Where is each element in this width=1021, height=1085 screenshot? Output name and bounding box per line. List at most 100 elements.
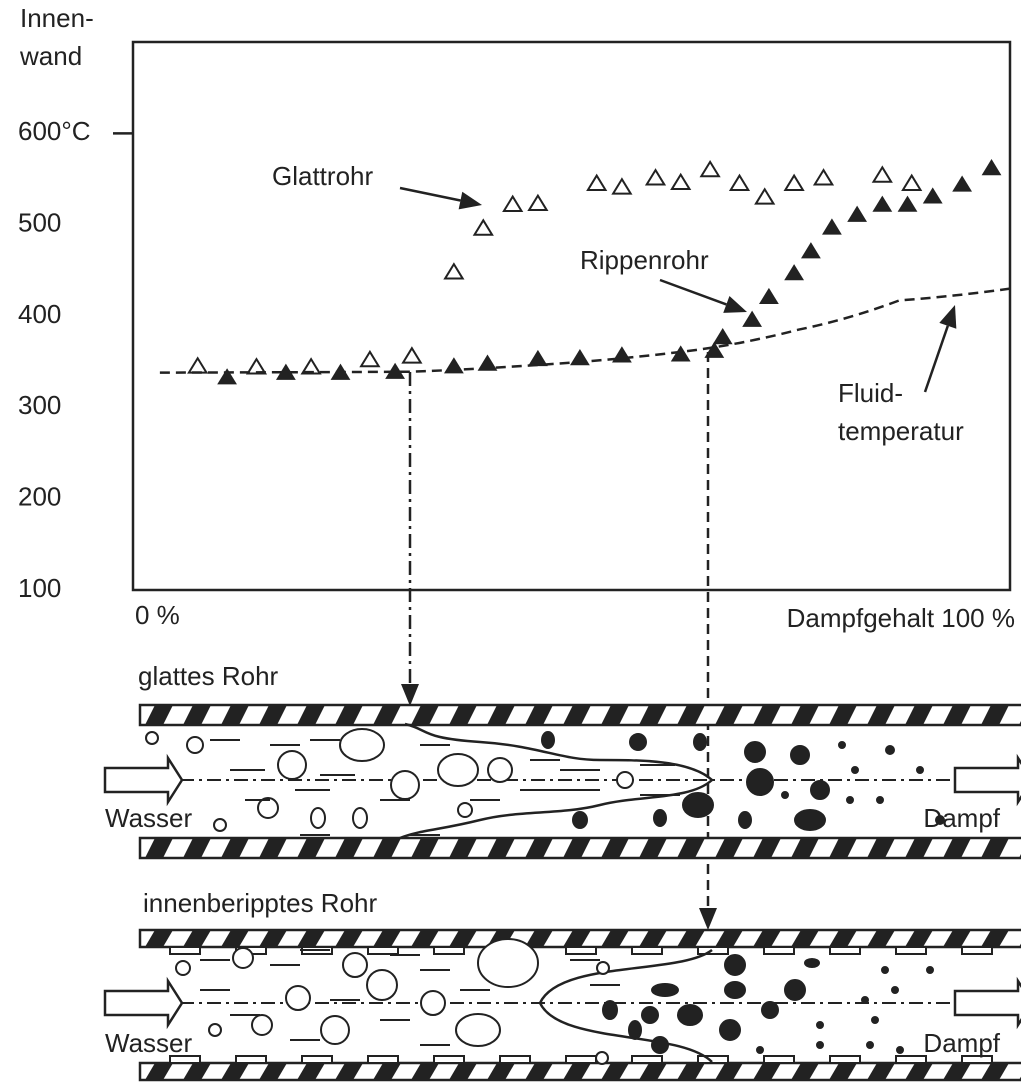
data-point [759,287,779,305]
droplet [541,731,555,749]
droplet [896,1046,904,1054]
wall-hatch [525,930,553,947]
wall-hatch [335,838,363,858]
wall-hatch [829,930,857,947]
wall-hatch [411,838,439,858]
arrow-head [458,191,482,210]
y-tick-label: 400 [18,299,61,329]
data-point [586,173,608,191]
wall-hatch [753,838,781,858]
bubble [366,969,398,1001]
droplet [572,811,588,829]
droplet [838,741,846,749]
bubble [175,960,191,976]
data-point [742,310,763,327]
rib [565,1055,597,1064]
droplet [628,1020,642,1040]
droplet [629,733,647,751]
droplet [790,745,810,765]
data-point [754,187,776,205]
wall-hatch [411,1063,439,1080]
bubble [310,807,326,829]
wall-hatch [639,838,667,858]
flow-arrow [953,753,1021,807]
wall-hatch [449,705,477,725]
wall-hatch [145,705,173,725]
wall-hatch [563,705,591,725]
droplet [881,966,889,974]
wall-hatch [677,1063,705,1080]
rib [235,1055,267,1064]
y-tick-label: 600°C [18,116,91,146]
series-label: temperatur [838,416,964,446]
wall-hatch [221,705,249,725]
x-label: Dampfgehalt 100 % [787,603,1015,633]
rib [631,946,663,955]
data-point [981,159,1002,176]
y-tick-label: 200 [18,482,61,512]
droplet [651,1036,669,1054]
outlet-label: Dampf [923,1028,1000,1058]
bubble [277,750,307,780]
arrow-line [659,278,727,306]
data-point [901,173,923,191]
bubble [457,802,473,818]
droplet [784,979,806,1001]
diagram-title: innenberipptes Rohr [143,888,377,918]
wall-hatch [373,705,401,725]
droplet [810,780,830,800]
wall-hatch [829,1063,857,1080]
wall-hatch [677,705,705,725]
data-point [822,218,842,235]
droplet [861,996,869,1004]
droplet [916,766,924,774]
wall-hatch [639,705,667,725]
liquid-boundary [399,722,714,840]
bubble [186,736,204,754]
wall-hatch [677,930,705,947]
wall-hatch [449,1063,477,1080]
droplet [885,745,895,755]
wall-hatch [639,930,667,947]
wall-hatch [373,1063,401,1080]
data-point [527,193,549,212]
wall-hatch [449,838,477,858]
data-point [728,173,751,191]
wall-hatch [715,930,743,947]
wall-hatch [715,705,743,725]
droplet [871,1016,879,1024]
wall-hatch [943,930,971,947]
wall-hatch [601,930,629,947]
x-start-label: 0 % [135,600,180,630]
fluid-curve [159,287,1011,374]
wall-hatch [867,930,895,947]
wall-hatch [145,930,173,947]
wall-hatch [563,930,591,947]
droplet [761,1001,779,1019]
wall-hatch [183,930,211,947]
droplet [746,768,774,796]
wall-hatch [981,930,1009,947]
rib [829,1055,861,1064]
wall-hatch [297,930,325,947]
wall-hatch [411,705,439,725]
data-point [922,187,943,204]
wall-hatch [601,705,629,725]
y-tick-label: 300 [18,390,61,420]
bubble [213,818,227,832]
wall-hatch [221,1063,249,1080]
data-point [217,368,237,385]
bubble [596,961,610,975]
wall-hatch [449,930,477,947]
data-point [784,264,805,281]
droplet [876,796,884,804]
arrow-line [399,186,461,202]
wall-hatch [183,838,211,858]
droplet [724,981,746,999]
data-point [472,218,494,236]
bubble [208,1023,222,1037]
rib [829,946,861,955]
wall-hatch [221,838,249,858]
y-tick-label: 500 [18,208,61,238]
wall-hatch [259,930,287,947]
